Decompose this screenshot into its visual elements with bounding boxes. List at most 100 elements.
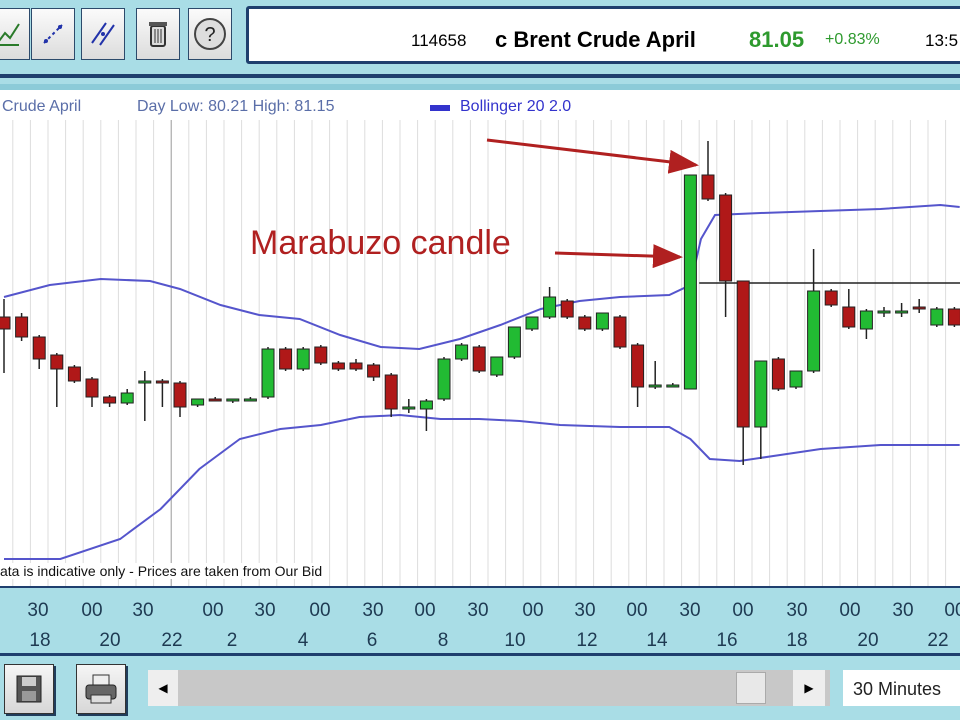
candle-up [120,392,134,404]
candle-up [226,398,240,402]
candle-down [578,316,592,330]
save-button[interactable] [4,664,54,714]
legend-instrument: Crude April [2,98,82,115]
minute-tick-label: 00 [944,600,960,621]
candle-up [402,406,416,410]
instrument-name: c Brent Crude April [495,27,696,52]
arrow-to-candle-top [486,138,699,174]
scroll-thumb[interactable] [736,672,766,704]
candle-up [754,360,768,428]
bollinger-lower-band [4,413,960,560]
minute-tick-label: 30 [574,600,596,621]
price-chart[interactable]: Marabuzo candle ata is indicative only -… [0,120,960,586]
candle-down [701,174,715,200]
data-disclaimer: ata is indicative only - Prices are take… [0,563,327,579]
candle-down [613,316,627,348]
candle-up [437,358,451,400]
chart-check-button[interactable] [0,8,30,60]
candle-down [15,316,29,338]
arrow-to-marubozu [554,244,683,269]
candle-up [895,310,909,314]
legend-day-range: Day Low: 80.21 High: 81.15 [137,98,335,115]
minute-tick-label: 30 [362,600,384,621]
parallel-line-button[interactable] [81,8,125,60]
candle-down [947,308,960,326]
candle-down [349,362,363,370]
price-change: +0.83% [825,31,880,48]
candle-up [138,380,152,384]
candle-down [103,396,117,404]
candle-up [191,398,205,406]
hour-tick-label: 4 [297,630,309,651]
candle-down [314,346,328,364]
quote-panel: 114658 c Brent Crude April 81.05 +0.83% … [246,6,960,64]
candle-down [85,378,99,398]
candle-down [631,344,645,388]
line-tool-button[interactable] [31,8,75,60]
candle-down [824,290,838,306]
hour-tick-label: 14 [646,630,668,651]
minute-tick-label: 30 [132,600,154,621]
candle-down [67,366,81,382]
candle-up [877,310,891,314]
last-price: 81.05 [749,27,805,52]
candle-up [296,348,310,370]
horizontal-scrollbar[interactable]: ◀ ▶ [148,670,830,706]
parallel-line-icon [91,22,115,46]
candle-down [842,306,856,328]
line-tool-icon [43,24,63,44]
minute-tick-label: 30 [786,600,808,621]
candle-up [683,174,697,390]
hour-tick-label: 6 [366,630,378,651]
candle-down [384,374,398,410]
chart-canvas [0,120,960,586]
candle-up [930,308,944,326]
scroll-left-button[interactable]: ◀ [148,670,178,706]
help-button[interactable]: ? [188,8,232,60]
candle-down [331,362,345,370]
legend-bollinger-swatch [430,105,450,111]
legend-bollinger: Bollinger 20 2.0 [460,98,572,115]
minute-tick-label: 30 [892,600,914,621]
candle-up [243,398,257,402]
scroll-right-button[interactable]: ▶ [793,670,825,706]
help-icon: ? [194,18,226,50]
candle-down [0,316,11,330]
instrument-id: 114658 [411,31,467,50]
candle-up [419,400,433,410]
interval-select[interactable]: 30 Minutes [843,670,960,706]
candle-down [771,358,785,390]
minute-tick-label: 30 [254,600,276,621]
candle-up [666,384,680,388]
candle-up [859,310,873,330]
hour-tick-label: 22 [927,630,949,651]
minute-tick-label: 00 [626,600,648,621]
print-button[interactable] [76,664,126,714]
minute-tick-label: 30 [467,600,489,621]
candle-down [560,300,574,318]
minute-tick-label: 30 [27,600,49,621]
trash-icon [149,22,167,47]
candle-up [525,316,539,330]
candle-down [912,306,926,310]
minute-tick-label: 30 [679,600,701,621]
minute-tick-label: 00 [202,600,224,621]
delete-button[interactable] [136,8,180,60]
hour-tick-label: 16 [716,630,738,651]
candle-up [455,344,469,360]
toolbar: ? 114658 c Brent Crude April 81.05 +0.83… [0,0,960,78]
candle-down [719,194,733,282]
candle-down [367,364,381,378]
candle-up [543,296,557,318]
candle-up [807,290,821,372]
candle-down [208,398,222,402]
candle-up [261,348,275,398]
annotation-arrows [486,138,699,269]
candle-up [595,312,609,330]
candle-down [155,380,169,384]
hour-tick-label: 10 [504,630,526,651]
minute-tick-label: 00 [81,600,103,621]
annotation-label: Marabuzo candle [250,224,511,262]
minute-tick-label: 00 [522,600,544,621]
minute-tick-label: 00 [309,600,331,621]
